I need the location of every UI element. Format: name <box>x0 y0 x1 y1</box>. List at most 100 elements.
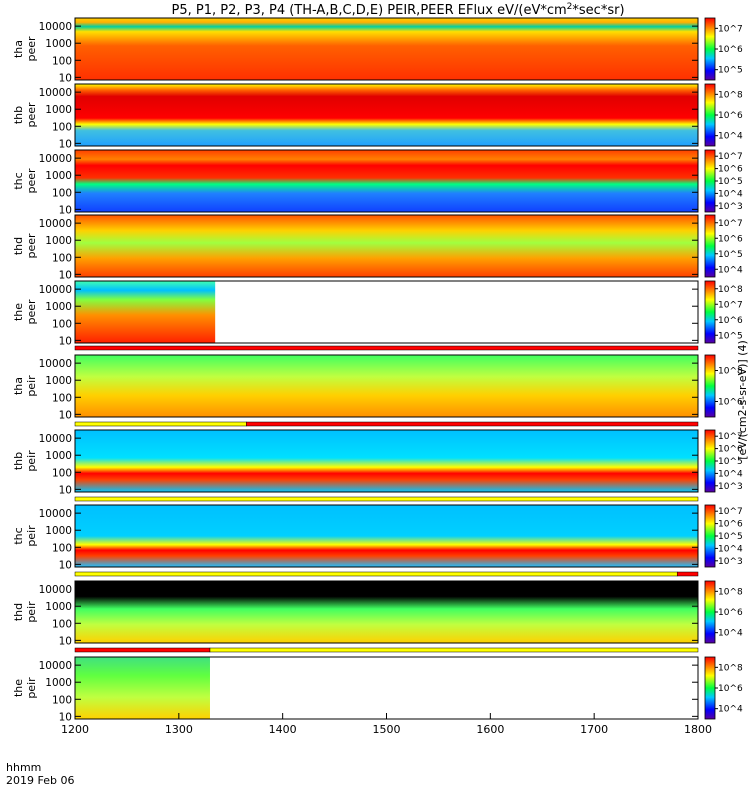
colorbar <box>704 429 716 493</box>
mode-bar-segment <box>74 571 678 577</box>
colorbar-tick-label: 10^4 <box>718 544 743 554</box>
y-tick-label: 1000 <box>45 601 72 613</box>
colorbar <box>704 214 716 278</box>
colorbar-tick-label: 10^8 <box>718 90 743 100</box>
colorbar <box>704 354 716 418</box>
colorbar-tick-label: 10^4 <box>718 705 743 715</box>
panel-ylabel: thdpeir <box>12 601 38 623</box>
colorbar-tick-label: 10^3 <box>718 557 743 567</box>
colorbar-tick-label: 10^6 <box>718 234 743 244</box>
y-tick-label: 10000 <box>39 660 72 672</box>
y-tick-label: 100 <box>52 467 72 479</box>
x-tick-label: 1800 <box>684 723 712 736</box>
mode-bars <box>74 345 699 653</box>
panel-frame <box>74 149 699 213</box>
panel-frame <box>74 580 699 644</box>
y-tick-label: 10 <box>59 484 72 496</box>
y-tick-label: 10 <box>59 138 72 150</box>
panel-ylabel: thepeer <box>12 299 38 325</box>
colorbar-tick-label: 10^8 <box>718 663 743 673</box>
colorbar <box>704 280 716 344</box>
y-tick-label: 10 <box>59 269 72 281</box>
spectrogram-image <box>75 84 698 146</box>
panel-ylabel: thcpeer <box>12 168 38 194</box>
mode-bar-segment <box>246 421 699 427</box>
y-tick-label: 10000 <box>39 433 72 445</box>
colorbar-tick-label: 10^4 <box>718 629 743 639</box>
colorbar-tick-label: 10^7 <box>718 300 743 310</box>
colorbar-tick-label: 10^4 <box>718 189 743 199</box>
panel-frame <box>74 280 699 344</box>
y-tick-label: 1000 <box>45 525 72 537</box>
mode-bar-segment <box>209 647 699 653</box>
panel-ylabel: thbpeir <box>12 450 38 472</box>
spectrogram-image <box>75 150 698 212</box>
x-tick-label: 1700 <box>580 723 608 736</box>
colorbar-tick-label: 10^6 <box>718 316 743 326</box>
spectrogram-image <box>75 505 698 567</box>
mode-bar-segment <box>74 647 211 653</box>
colorbar-tick-label: 10^6 <box>718 45 743 55</box>
colorbar-tick-label: 10^7 <box>718 507 743 517</box>
colorbar-tick-label: 10^7 <box>718 24 743 34</box>
y-tick-label: 1000 <box>45 104 72 116</box>
colorbar-tick-label: 10^6 <box>718 111 743 121</box>
x-tick-label: 1600 <box>476 723 504 736</box>
panel-frame <box>74 83 699 147</box>
colorbar-tick-label: 10^4 <box>718 469 743 479</box>
spectrogram-image <box>75 18 698 80</box>
y-tick-label: 1000 <box>45 450 72 462</box>
colorbar-tick-label: 10^4 <box>718 265 743 275</box>
panel-frame <box>74 429 699 493</box>
colorbar <box>704 656 716 720</box>
mode-bar-segment <box>676 571 699 577</box>
panel-ylabel: thbpeer <box>12 102 38 128</box>
y-tick-label: 10000 <box>39 284 72 296</box>
y-tick-label: 100 <box>52 694 72 706</box>
colorbar-tick-label: 10^7 <box>718 152 743 162</box>
y-tick-label: 10000 <box>39 508 72 520</box>
spectrogram-image <box>75 281 216 343</box>
panel-ylabel: thapeir <box>12 375 38 397</box>
colorbar-tick-label: 10^6 <box>718 445 743 455</box>
x-tick-label: 1200 <box>61 723 89 736</box>
y-tick-label: 10 <box>59 204 72 216</box>
colorbar-tick-label: 10^6 <box>718 608 743 618</box>
y-tick-label: 10000 <box>39 584 72 596</box>
colorbar-tick-label: 10^5 <box>718 457 743 467</box>
y-tick-label: 10 <box>59 559 72 571</box>
colorbar <box>704 504 716 568</box>
y-tick-label: 10 <box>59 635 72 647</box>
x-tick-label: 1400 <box>269 723 297 736</box>
panel-frame <box>74 354 699 418</box>
x-axis-label-line2: 2019 Feb 06 <box>6 774 74 787</box>
colorbar <box>704 149 716 213</box>
spectrogram-image <box>75 581 698 643</box>
colorbar <box>704 83 716 147</box>
spectrogram-image <box>75 215 698 277</box>
y-tick-label: 100 <box>52 121 72 133</box>
y-tick-label: 10000 <box>39 218 72 230</box>
y-tick-label: 100 <box>52 187 72 199</box>
y-tick-label: 1000 <box>45 38 72 50</box>
mode-bar-segment <box>74 496 699 502</box>
colorbar-tick-label: 10^7 <box>718 219 743 229</box>
y-tick-label: 1000 <box>45 235 72 247</box>
y-tick-label: 1000 <box>45 375 72 387</box>
x-axis: 1200 1300 1400 1500 1600 1700 1800 <box>61 713 712 736</box>
colorbar-tick-label: 10^8 <box>718 587 743 597</box>
colorbar-tick-label: 10^3 <box>718 482 743 492</box>
y-tick-label: 1000 <box>45 170 72 182</box>
colorbar-tick-label: 10^4 <box>718 132 743 142</box>
colorbar-tick-label: 10^6 <box>718 165 743 175</box>
colorbar-tick-label: 10^8 <box>718 367 743 377</box>
